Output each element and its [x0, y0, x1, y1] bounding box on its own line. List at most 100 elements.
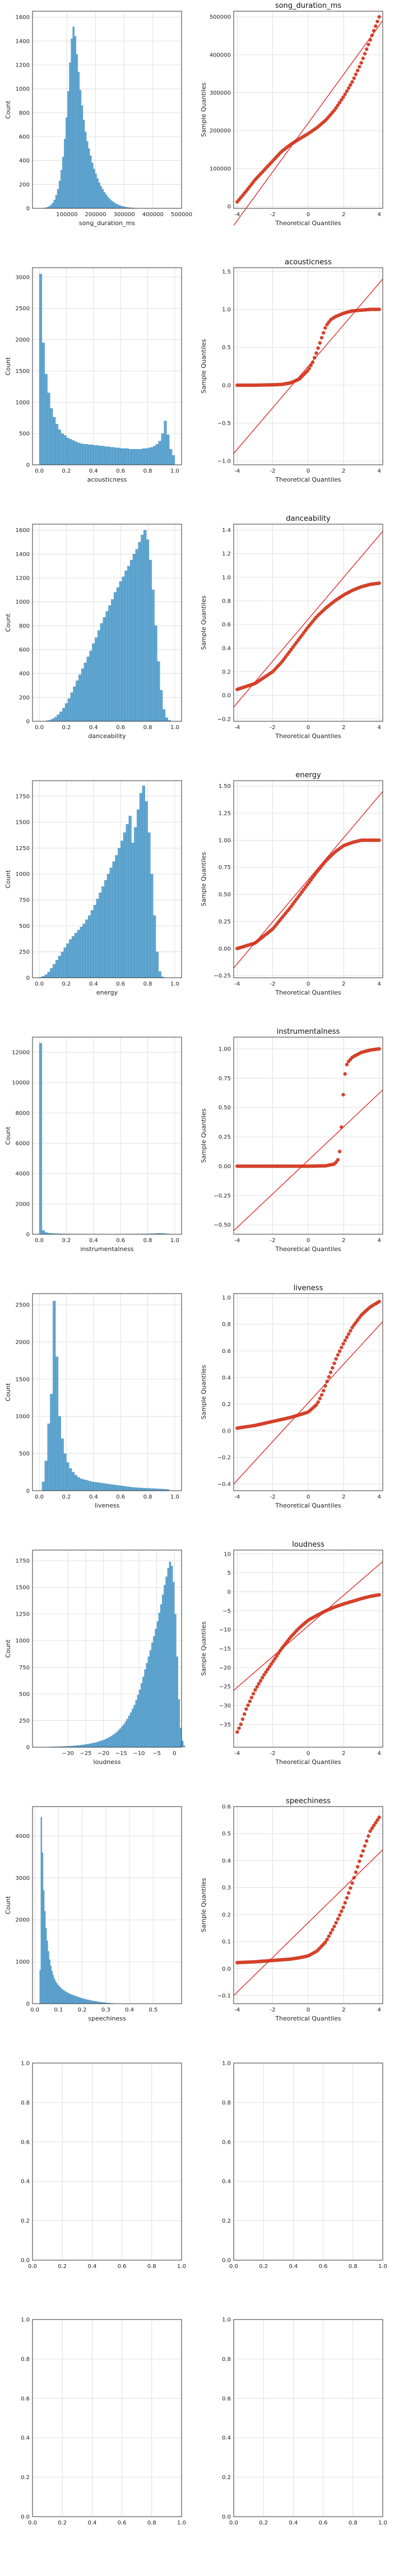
histogram-bar: [128, 1715, 131, 1748]
x-axis-label: Theoretical Quantiles: [275, 732, 341, 740]
histogram-bar: [167, 1568, 169, 1748]
x-tick-label: 4: [377, 981, 381, 987]
x-tick-label: 4: [377, 2007, 381, 2013]
y-tick-label: −10: [219, 1627, 231, 1634]
histogram-bar: [78, 1745, 81, 1748]
subplot-empty-8: 0.0 0.2 0.4 0.6 0.8 1.0 0.0 0.2 0.4 0.6 0.8 1.0: [21, 2061, 186, 2270]
histogram-bar: [119, 1728, 122, 1748]
x-axis-label: Theoretical Quantiles: [275, 1758, 341, 1766]
qq-point: [327, 1934, 331, 1938]
x-axis-label: Theoretical Quantiles: [275, 1502, 341, 1509]
y-tick-label: 1500: [16, 1376, 30, 1383]
histogram-bar: [126, 824, 129, 978]
subplot-title: acousticness: [285, 258, 332, 267]
qq-point: [354, 1320, 358, 1324]
axes-frame: [233, 1806, 383, 2004]
qq-point: [280, 660, 284, 664]
histogram-bar: [130, 1712, 132, 1748]
qq-point: [257, 1682, 261, 1686]
qq-point: [354, 1870, 358, 1874]
histogram-bar: [92, 2000, 94, 2004]
histogram-bar: [153, 915, 156, 978]
histogram-bar: [47, 1940, 48, 2004]
histogram-bar: [52, 203, 54, 209]
histogram-bar: [56, 1983, 58, 2004]
histogram-bar: [57, 1985, 59, 2004]
y-tick-label: 0.5: [222, 1831, 231, 1837]
histogram-bar: [96, 2001, 98, 2004]
qq-reference-line: [233, 791, 383, 969]
histogram-bar: [69, 1994, 71, 2004]
histogram-bar: [178, 1699, 180, 1748]
qq-point: [328, 1370, 333, 1374]
histogram-bar: [81, 105, 83, 209]
histogram-bar: [95, 173, 97, 209]
qq-point: [359, 61, 363, 65]
qq-point: [375, 20, 379, 24]
qq-point: [370, 1826, 374, 1831]
qq-point: [358, 1859, 361, 1863]
histogram-bar: [123, 1724, 125, 1748]
qq-point: [255, 1685, 259, 1689]
qq-point: [314, 1403, 318, 1407]
y-axis-label: Sample Quantiles: [200, 339, 207, 393]
histogram-bar: [129, 559, 133, 722]
x-tick-label: 1.0: [177, 2520, 186, 2526]
y-tick-label: 1000: [16, 1414, 30, 1420]
histogram-bar: [139, 449, 143, 465]
histogram-bar: [61, 1438, 64, 1491]
histogram-bar: [135, 549, 138, 722]
qq-point: [332, 1361, 336, 1365]
y-axis-label: Sample Quantiles: [200, 1621, 207, 1676]
histogram-bar: [169, 449, 173, 465]
histogram-bar: [90, 155, 92, 209]
histogram-bar: [54, 1981, 57, 2004]
histogram-bar: [64, 1991, 66, 2004]
histogram-bar: [133, 1705, 136, 1748]
y-tick-label: 0.0: [21, 2258, 30, 2264]
histogram-bar: [147, 447, 151, 465]
x-tick-label: 0.8: [143, 468, 152, 474]
x-tick-label: 500000: [171, 212, 192, 218]
y-tick-label: 12000: [12, 1050, 30, 1056]
histogram-bar: [71, 38, 73, 209]
qq-reference-line: [233, 1561, 383, 1691]
x-tick-label: 1.0: [170, 1238, 179, 1244]
histogram-bar: [82, 119, 85, 209]
histogram-bar: [41, 1230, 45, 1235]
y-tick-label: 0: [26, 719, 30, 725]
histogram-bar: [47, 393, 50, 465]
histogram-bar: [47, 1424, 50, 1491]
qq-point: [366, 1834, 370, 1838]
y-tick-label: 200: [19, 182, 30, 188]
x-tick-label: 0.6: [118, 2520, 127, 2526]
axes-frame: [233, 780, 383, 978]
x-tick-label: 0.4: [87, 2264, 96, 2270]
histogram-bar: [58, 955, 61, 978]
qq-point: [262, 1673, 266, 1677]
qq-point: [349, 1886, 352, 1890]
histogram-bar: [131, 1487, 134, 1491]
qq-point: [363, 52, 367, 56]
subplot-qq-2: -4 -2 0 2 4 −0.2 0.0 0.2 0.4 0.6 0.8 1.0 1.2 1.4 Theor…: [200, 515, 383, 740]
histogram-bar: [164, 421, 167, 465]
histogram-bar: [82, 1479, 86, 1491]
histogram-bar: [109, 867, 113, 978]
qq-point: [345, 1335, 349, 1340]
histogram-bar: [41, 1852, 44, 2004]
qq-point: [271, 1659, 275, 1663]
qq-point: [365, 47, 369, 51]
histogram-bar: [82, 1998, 83, 2004]
histogram-bar: [76, 680, 79, 722]
histogram-bar: [101, 1483, 105, 1491]
qq-point: [346, 1891, 351, 1895]
qq-point: [355, 68, 360, 73]
y-axis-label: Sample Quantiles: [200, 1108, 207, 1163]
histogram-bar: [160, 690, 163, 722]
x-tick-label: 1.0: [170, 1494, 179, 1500]
histogram-bar: [57, 189, 59, 209]
x-tick-label: -4: [234, 725, 240, 731]
qq-point: [237, 1726, 241, 1730]
y-tick-label: 0.8: [21, 2100, 30, 2106]
y-tick-label: 500: [19, 1451, 30, 1457]
